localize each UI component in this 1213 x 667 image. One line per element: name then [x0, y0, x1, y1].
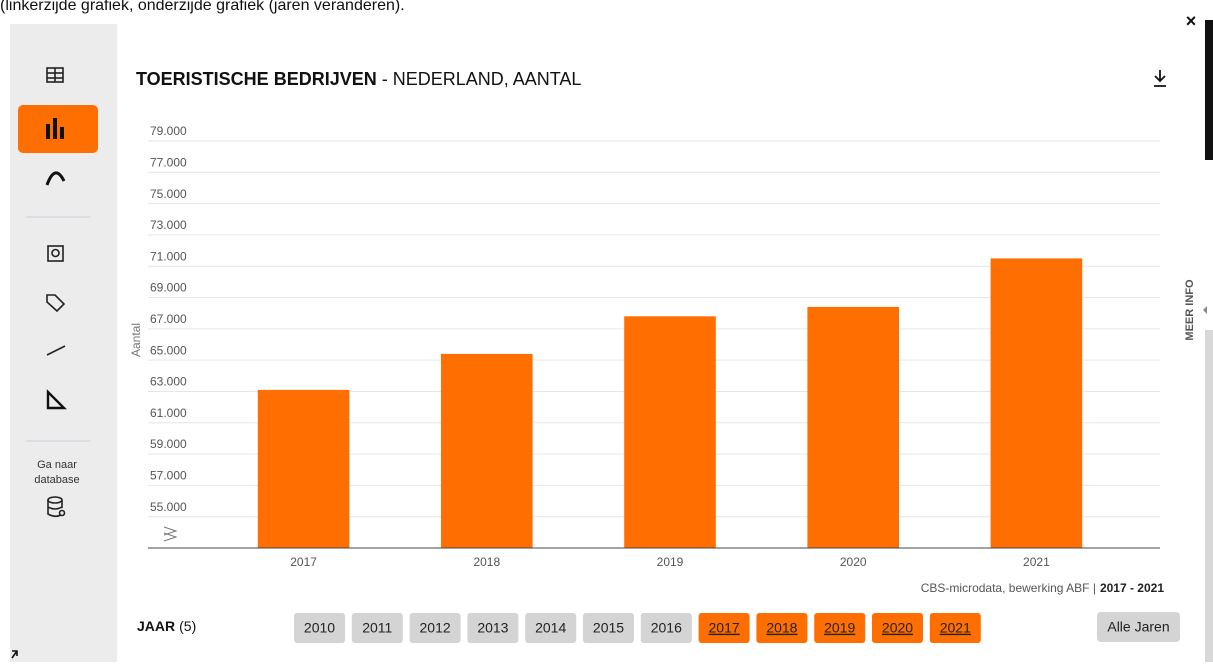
bar-icon	[46, 118, 64, 139]
year-button-label[interactable]: 2010	[304, 620, 335, 636]
caption: (linkerzijde grafiek, onderzijde grafiek…	[0, 0, 405, 14]
view-icon-frame	[47, 245, 64, 262]
axis-icon[interactable]	[46, 389, 67, 410]
download-arrow	[1154, 70, 1166, 87]
year-filter-label: JAAR (5)	[137, 618, 196, 634]
line-chart-button[interactable]	[45, 171, 66, 186]
y-axis-label: Aantal	[129, 323, 143, 357]
year-button[interactable]	[814, 613, 866, 643]
x-tick-label: 2020	[840, 555, 867, 569]
chart-title: TOERISTISCHE BEDRIJVEN - NEDERLAND, AANTA…	[136, 69, 581, 89]
year-button-label[interactable]: 2012	[420, 620, 451, 636]
year-button-label[interactable]: 2020	[882, 620, 913, 636]
year-button-label[interactable]: 2017	[709, 620, 740, 636]
db-lens	[58, 509, 66, 517]
database-link[interactable]: Ga naar	[37, 459, 77, 471]
y-tick-label: 77.000	[150, 155, 187, 169]
year-button-label[interactable]: 2013	[477, 620, 508, 636]
bar	[441, 353, 533, 548]
db-body	[47, 500, 63, 518]
y-tick-label: 71.000	[150, 249, 187, 263]
y-tick-label: 73.000	[150, 218, 187, 232]
year-button[interactable]	[698, 613, 750, 643]
plot: 55.000 57.000 59.000 61.000 63.000 65.000 67.0…	[148, 124, 1160, 569]
year-button[interactable]	[640, 613, 692, 643]
year-button[interactable]	[525, 613, 577, 643]
year-button[interactable]	[294, 613, 345, 643]
database-icon[interactable]	[47, 496, 66, 518]
more-info-tab[interactable]: MEER INFO	[1184, 279, 1196, 341]
bar-chart-button[interactable]	[18, 105, 98, 153]
year-button-label[interactable]: 2019	[824, 620, 855, 636]
year-button-label[interactable]: 2016	[651, 620, 682, 636]
all-years-label[interactable]: Alle Jaren	[1107, 619, 1169, 635]
bar-icon-part	[46, 124, 50, 139]
database-link[interactable]: database	[34, 474, 79, 486]
source-text: CBS-microdata, bewerking ABF |	[921, 581, 1096, 595]
year-button[interactable]	[351, 613, 403, 643]
table-icon[interactable]	[46, 67, 64, 83]
year-button[interactable]	[409, 613, 461, 643]
y-tick-label: 61.000	[150, 406, 187, 420]
x-tick-label: 2021	[1023, 555, 1050, 569]
axis-break	[163, 526, 178, 542]
title: TOERISTISCHE BEDRIJVEN	[136, 69, 377, 89]
all-years-button[interactable]	[1097, 612, 1180, 642]
x-tick-label: 2017	[290, 555, 317, 569]
view-icon-eye	[51, 248, 60, 258]
bar-icon-part	[53, 118, 57, 139]
bar	[807, 306, 899, 548]
year-button[interactable]	[872, 613, 923, 643]
year-button[interactable]	[756, 613, 808, 643]
y-tick-label: 55.000	[150, 500, 187, 514]
x-tick-label: 2019	[657, 555, 684, 569]
year-buttons: 2010 2011 2012 2013 2014 2015 2016 2017 2018 2019…	[294, 613, 981, 643]
view-icon[interactable]	[47, 245, 64, 262]
year-button-label[interactable]: 2015	[593, 620, 624, 636]
year-button-label[interactable]: 2014	[535, 620, 566, 636]
scrollbar-thumb[interactable]	[1205, 20, 1213, 160]
bar	[624, 316, 716, 548]
year-button-label[interactable]: 2018	[766, 620, 797, 636]
year-button-label[interactable]: 2021	[940, 620, 971, 636]
trendline-icon[interactable]	[46, 345, 66, 356]
y-tick-label: 57.000	[150, 469, 187, 483]
bar	[257, 389, 350, 548]
resize-icon[interactable]	[11, 650, 18, 659]
y-tick-label: 63.000	[150, 375, 187, 389]
x-tick-label: 2018	[473, 555, 500, 569]
y-tick-label: 67.000	[150, 312, 187, 326]
source-period: 2017 - 2021	[1100, 581, 1164, 595]
close-button[interactable]: ×	[1186, 11, 1197, 31]
y-tick-label: 69.000	[150, 281, 187, 295]
subtitle: - NEDERLAND, AANTAL	[382, 69, 582, 89]
source: CBS-microdata, bewerking ABF | 2017 - 202…	[921, 581, 1165, 595]
bar	[990, 258, 1083, 548]
bar-icon-part	[60, 127, 64, 139]
year-count: (5)	[179, 618, 196, 634]
label-icon[interactable]	[46, 294, 66, 313]
year-label: JAAR	[137, 618, 175, 634]
download-icon[interactable]	[1154, 70, 1166, 87]
y-tick-label: 65.000	[150, 343, 187, 357]
y-tick-label: 75.000	[150, 187, 187, 201]
y-tick-label: 79.000	[150, 124, 187, 138]
scrollbar-track	[1205, 330, 1213, 662]
year-button-label[interactable]: 2011	[362, 620, 392, 636]
y-tick-label: 59.000	[150, 437, 187, 451]
more-info-arrow	[1203, 306, 1207, 314]
year-button[interactable]	[929, 613, 981, 643]
year-button[interactable]	[583, 613, 634, 643]
year-button[interactable]	[467, 613, 519, 643]
